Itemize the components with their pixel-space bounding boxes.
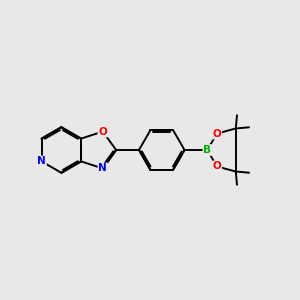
Text: O: O (98, 127, 107, 136)
Text: N: N (98, 164, 107, 173)
Text: B: B (203, 145, 211, 155)
Text: O: O (212, 128, 221, 139)
Text: O: O (212, 161, 221, 172)
Text: N: N (37, 156, 46, 167)
